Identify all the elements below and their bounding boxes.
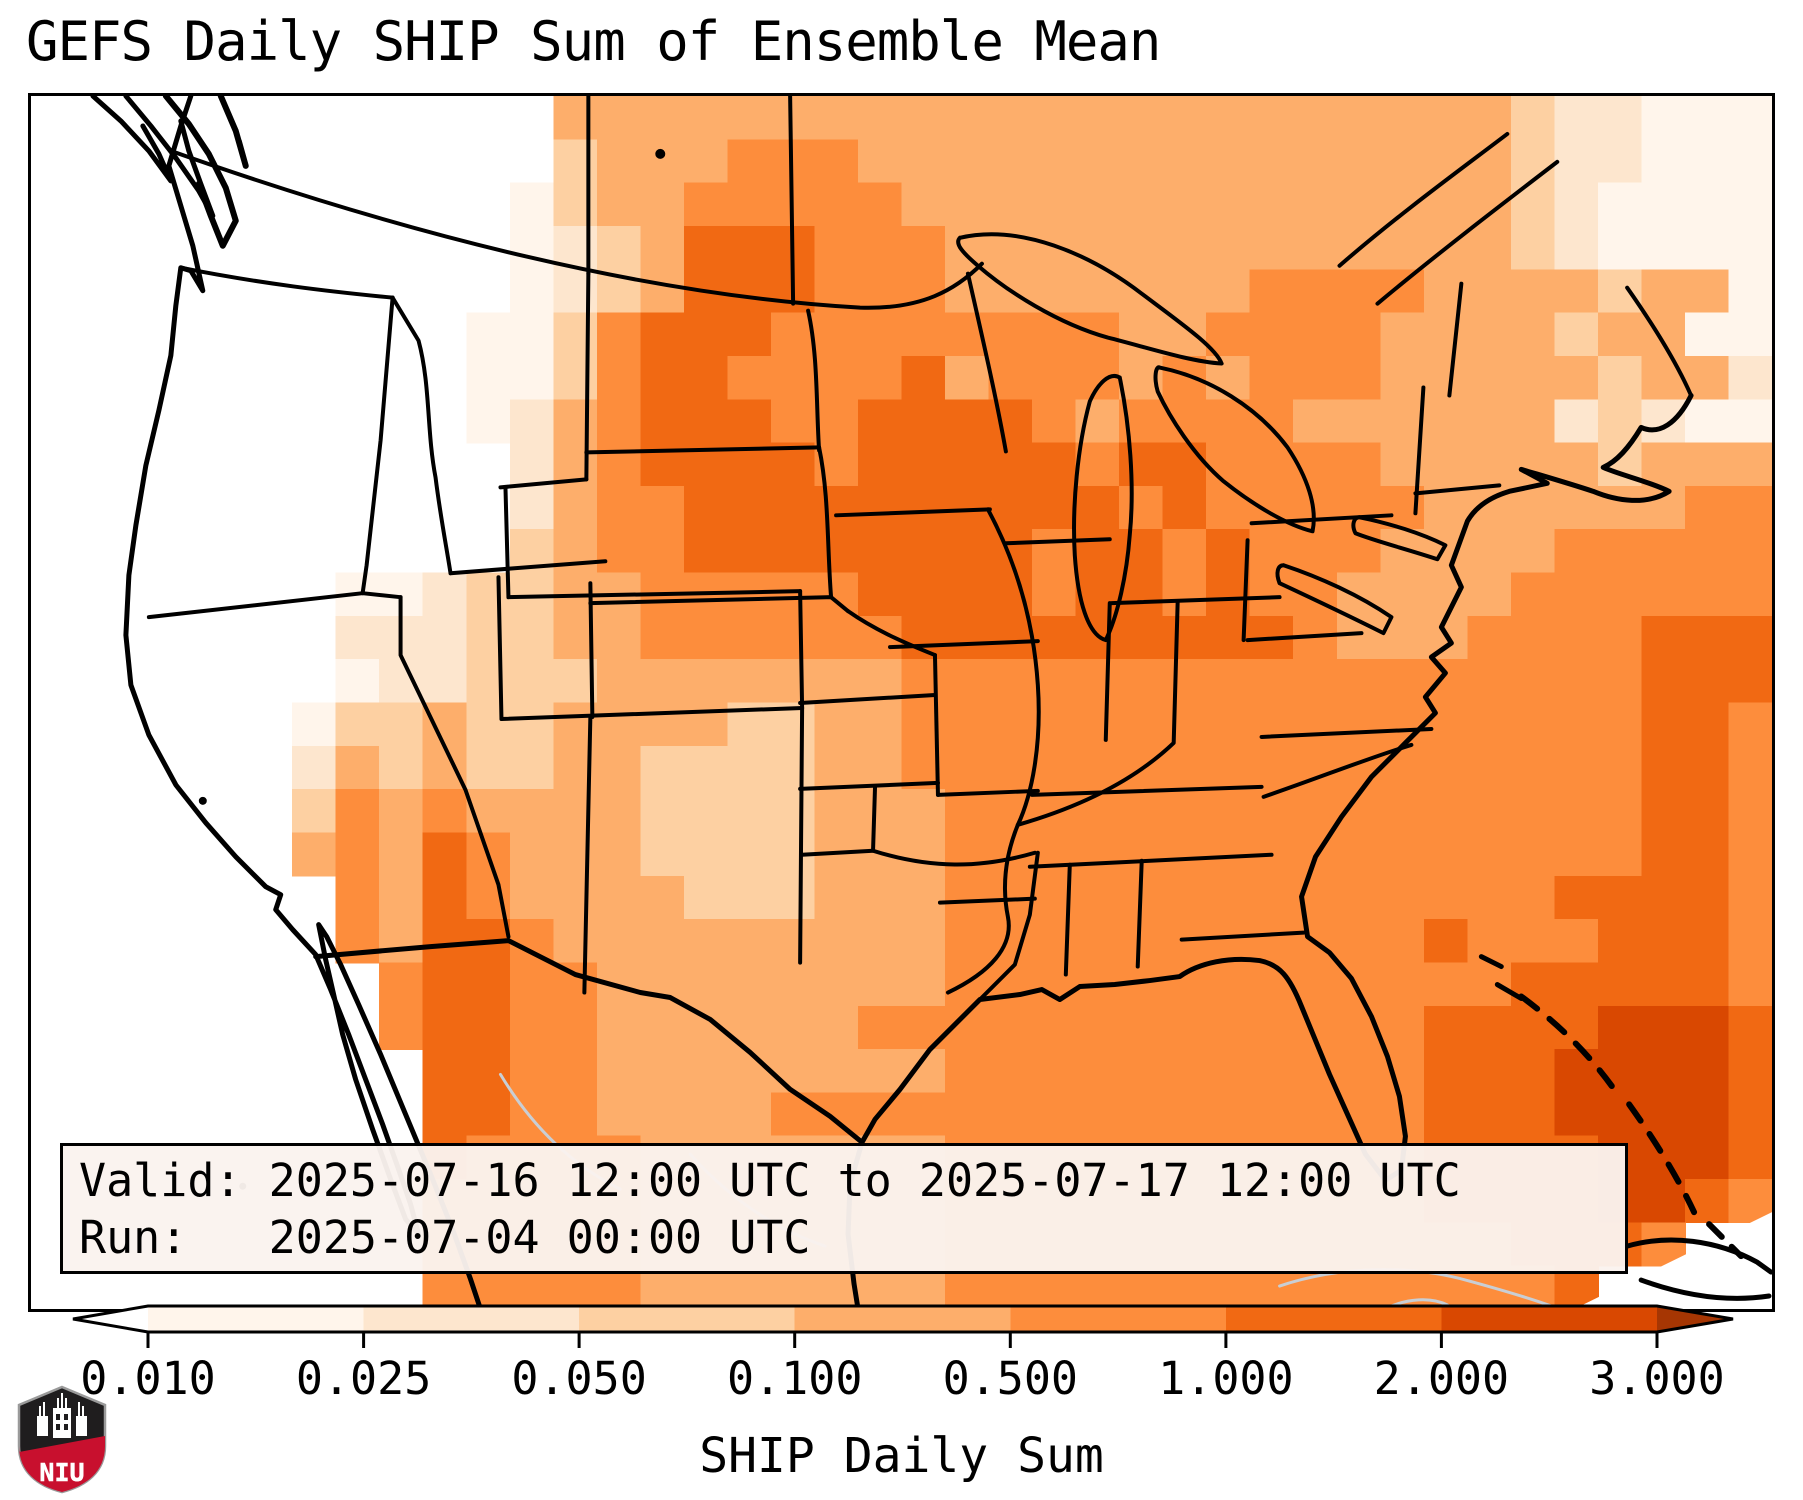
niu-logo: NIU <box>17 1385 107 1494</box>
map-panel <box>28 93 1775 1312</box>
colorbar-over-arrow <box>1657 1306 1733 1332</box>
colorbar-svg: 0.010 0.025 0.050 0.100 0.500 1.000 2.000 3.000 <box>72 1304 1734 1405</box>
colorbar-tick-label: 2.000 <box>1374 1352 1509 1405</box>
plot-title: GEFS Daily SHIP Sum of Ensemble Mean <box>26 10 1161 73</box>
info-box: Valid: 2025-07-16 12:00 UTC to 2025-07-1… <box>60 1143 1628 1274</box>
colorbar-tick-label: 1.000 <box>1158 1352 1293 1405</box>
colorbar-under-arrow <box>73 1306 148 1332</box>
colorbar-tick-label: 0.010 <box>80 1352 215 1405</box>
heatmap-cells <box>292 96 1772 1309</box>
us-ship-heatmap <box>90 96 1772 1309</box>
run-time-text: Run: 2025-07-04 00:00 UTC <box>79 1211 811 1264</box>
colorbar-tick-label: 0.100 <box>727 1352 862 1405</box>
colorbar-tick-label: 3.000 <box>1589 1352 1724 1405</box>
colorbar: 0.010 0.025 0.050 0.100 0.500 1.000 2.000 3.000 <box>0 1296 1803 1406</box>
niu-castle-icon <box>37 1393 87 1438</box>
colorbar-tick-label: 0.500 <box>943 1352 1078 1405</box>
niu-red-band <box>19 1436 105 1492</box>
colorbar-tick-label: 0.050 <box>511 1352 646 1405</box>
colorbar-axis-label: SHIP Daily Sum <box>699 1428 1104 1484</box>
colorbar-tick-label: 0.025 <box>296 1352 431 1405</box>
valid-time-text: Valid: 2025-07-16 12:00 UTC to 2025-07-1… <box>79 1154 1461 1207</box>
niu-logo-text: NIU <box>39 1458 84 1487</box>
state-and-coast-borders <box>90 96 1772 1309</box>
